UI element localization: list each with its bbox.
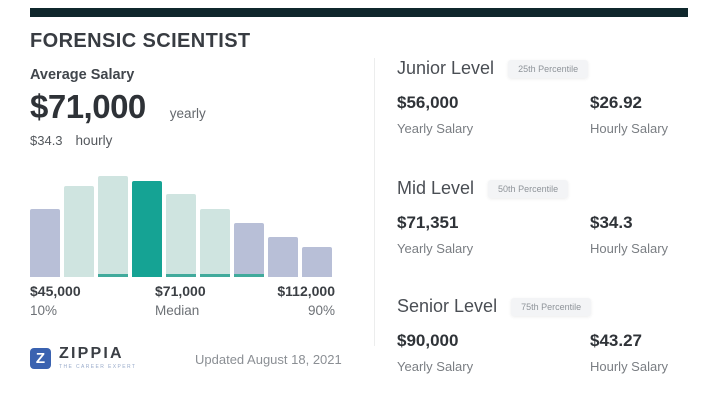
updated-date: Updated August 18, 2021	[195, 352, 342, 367]
level-header: Junior Level 25th Percentile	[397, 58, 697, 79]
hourly-value: $34.3	[590, 213, 633, 232]
hourly-column: $43.27 Hourly Salary	[590, 331, 668, 374]
level-values: $90,000 Yearly Salary $43.27 Hourly Sala…	[397, 331, 697, 387]
axis-tick-median: $71,000 Median	[155, 283, 206, 318]
chart-x-axis: $45,000 10% $71,000 Median $112,000 90%	[30, 283, 335, 319]
logo-text-block: ZIPPIA THE CAREER EXPERT	[59, 345, 137, 371]
hourly-unit-label: hourly	[75, 133, 113, 148]
level-header: Mid Level 50th Percentile	[397, 178, 697, 199]
level-values: $71,351 Yearly Salary $34.3 Hourly Salar…	[397, 213, 697, 269]
yearly-label: Yearly Salary	[397, 241, 474, 256]
yearly-label: Yearly Salary	[397, 359, 474, 374]
chart-bar	[30, 209, 60, 277]
level-name: Junior Level	[397, 58, 495, 78]
yearly-value: $90,000	[397, 331, 459, 350]
chart-bar	[64, 186, 94, 277]
chart-bar	[98, 176, 128, 277]
chart-bar	[268, 237, 298, 277]
chart-bar	[302, 247, 332, 277]
level-section-senior: Senior Level 75th Percentile $90,000 Yea…	[397, 296, 697, 387]
average-salary-label: Average Salary	[30, 67, 135, 83]
hourly-column: $34.3 Hourly Salary	[590, 213, 668, 256]
hourly-value: $26.92	[590, 93, 642, 112]
yearly-value: $56,000	[397, 93, 459, 112]
level-section-junior: Junior Level 25th Percentile $56,000 Yea…	[397, 58, 697, 149]
logo-letter: Z	[35, 349, 46, 367]
yearly-column: $71,351 Yearly Salary	[397, 213, 473, 256]
hourly-label: Hourly Salary	[590, 241, 669, 256]
top-accent-bar	[30, 8, 688, 17]
yearly-column: $56,000 Yearly Salary	[397, 93, 473, 136]
hourly-column: $26.92 Hourly Salary	[590, 93, 668, 136]
level-section-mid: Mid Level 50th Percentile $71,351 Yearly…	[397, 178, 697, 269]
logo-tagline: THE CAREER EXPERT	[59, 364, 137, 370]
yearly-salary-row: $71,000 yearly	[30, 88, 206, 126]
zippia-logo-icon: Z	[30, 347, 51, 369]
vertical-divider	[374, 58, 375, 346]
chart-bar	[200, 209, 230, 277]
yearly-column: $90,000 Yearly Salary	[397, 331, 473, 374]
salary-distribution-chart	[30, 170, 336, 277]
tick-value: $112,000	[277, 283, 335, 299]
axis-tick-10th: $45,000 10%	[30, 283, 81, 318]
chart-bar	[234, 223, 264, 277]
zippia-logo: Z ZIPPIA THE CAREER EXPERT	[30, 346, 136, 370]
tick-label: 90%	[307, 303, 335, 318]
percentile-badge: 50th Percentile	[488, 179, 569, 198]
hourly-value: $43.27	[590, 331, 642, 350]
level-header: Senior Level 75th Percentile	[397, 296, 697, 317]
page-title: FORENSIC SCIENTIST	[30, 30, 251, 52]
hourly-label: Hourly Salary	[590, 359, 669, 374]
yearly-value: $71,351	[397, 213, 459, 232]
chart-bar	[166, 194, 196, 277]
level-values: $56,000 Yearly Salary $26.92 Hourly Sala…	[397, 93, 697, 149]
percentile-badge: 75th Percentile	[511, 297, 592, 316]
tick-label: 10%	[30, 303, 58, 318]
hourly-salary-value: $34.3	[30, 133, 63, 148]
hourly-salary-row: $34.3 hourly	[30, 133, 112, 148]
tick-value: $71,000	[155, 283, 206, 299]
yearly-salary-value: $71,000	[30, 88, 146, 125]
tick-value: $45,000	[30, 283, 81, 299]
tick-label: Median	[155, 303, 200, 318]
axis-tick-90th: $112,000 90%	[277, 283, 335, 318]
logo-wordmark: ZIPPIA	[59, 345, 124, 362]
hourly-label: Hourly Salary	[590, 121, 669, 136]
chart-bar	[132, 181, 162, 277]
yearly-label: Yearly Salary	[397, 121, 474, 136]
percentile-badge: 25th Percentile	[508, 59, 589, 78]
level-name: Mid Level	[397, 178, 475, 198]
yearly-unit-label: yearly	[169, 106, 206, 121]
footer: Z ZIPPIA THE CAREER EXPERT Updated Augus…	[30, 346, 350, 376]
level-name: Senior Level	[397, 296, 498, 316]
